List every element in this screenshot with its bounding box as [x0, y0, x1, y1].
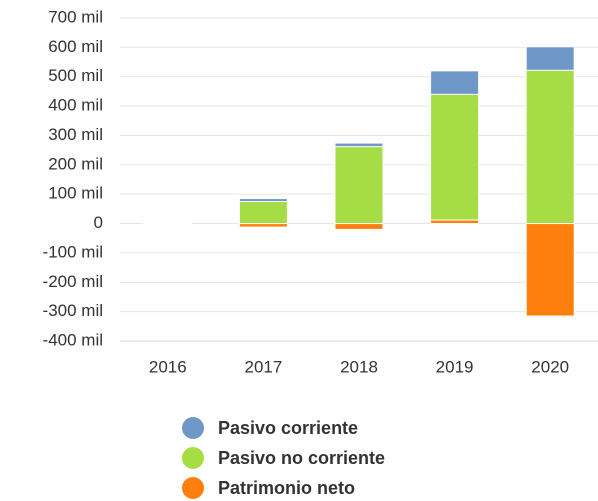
legend-marker — [182, 447, 204, 469]
y-tick-label: 400 mil — [48, 96, 103, 115]
bar-segment — [238, 223, 288, 228]
y-tick-label: -100 mil — [43, 242, 103, 261]
y-tick-label: -200 mil — [43, 272, 103, 291]
y-tick-label: 100 mil — [48, 184, 103, 203]
x-tick-label: 2016 — [149, 357, 187, 376]
y-tick-label: 500 mil — [48, 66, 103, 85]
x-tick-label: 2019 — [436, 357, 474, 376]
bar-segment — [238, 198, 288, 203]
bar-segment — [238, 201, 288, 225]
y-tick-label: 600 mil — [48, 37, 103, 56]
legend-label: Patrimonio neto — [218, 478, 355, 498]
y-tick-label: -400 mil — [43, 330, 103, 349]
x-tick-label: 2020 — [531, 357, 569, 376]
bar-segment — [334, 223, 384, 230]
x-tick-label: 2018 — [340, 357, 378, 376]
bar-segment — [334, 142, 384, 148]
bar-segment — [525, 223, 575, 317]
y-tick-label: 700 mil — [48, 7, 103, 26]
legend-label: Pasivo no corriente — [218, 448, 385, 468]
x-tick-label: 2017 — [244, 357, 282, 376]
y-tick-label: -300 mil — [43, 301, 103, 320]
bar-segment — [525, 46, 575, 71]
legend-marker — [182, 417, 204, 439]
y-tick-label: 300 mil — [48, 125, 103, 144]
bar-segment — [525, 69, 575, 225]
y-tick-label: 200 mil — [48, 154, 103, 173]
bar-segment — [430, 93, 480, 221]
bar-segment — [430, 219, 480, 225]
bar-segment — [143, 222, 193, 224]
legend-label: Pasivo corriente — [218, 418, 358, 438]
bar-segment — [430, 70, 480, 95]
legend-marker — [182, 477, 204, 499]
bar-segment — [334, 146, 384, 225]
y-tick-label: 0 — [94, 213, 103, 232]
